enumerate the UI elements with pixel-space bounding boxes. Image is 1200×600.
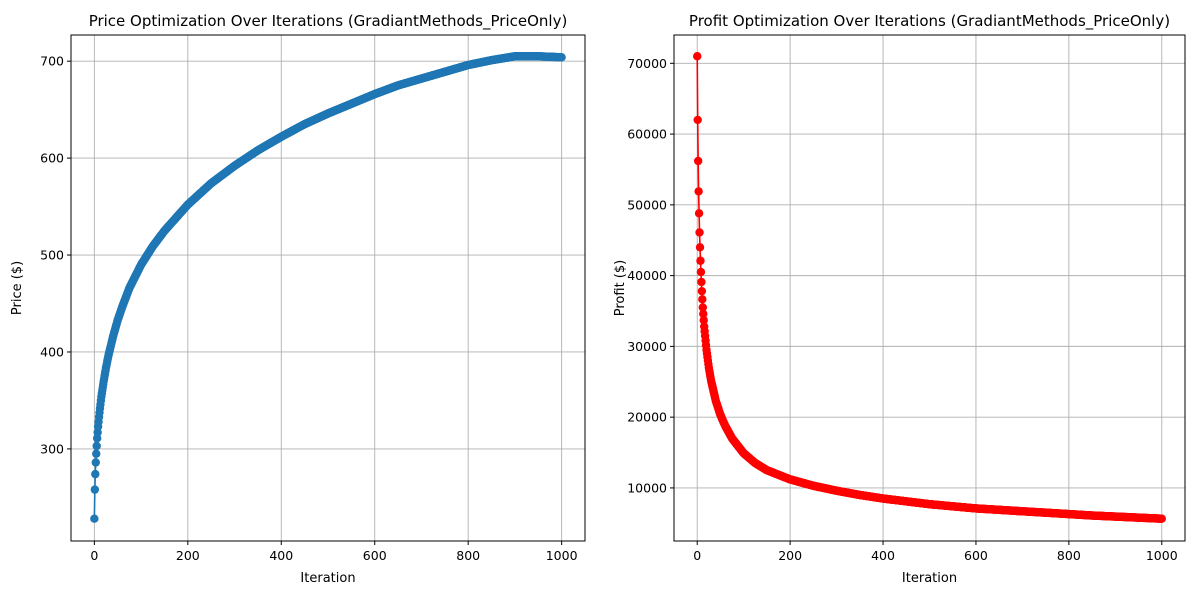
profit-x-tick-label: 0 [693,548,701,563]
price-data-point [90,485,100,494]
profit-chart: 0 200 400 600 800 1000 10000 20000 30000 40000 500… [613,12,1186,586]
profit-y-tick-label: 20000 [627,410,667,425]
profit-data-point [693,156,703,166]
profit-chart-frame [673,34,1186,542]
price-chart-x-axis-label: Iteration [300,571,355,586]
price-data-point [90,514,99,523]
profit-data-point [696,256,705,265]
profit-data-point [693,115,702,125]
price-y-tick-label: 300 [40,441,64,456]
profit-y-tick-label: 40000 [627,268,667,283]
price-y-tick-label: 400 [40,344,64,359]
profit-x-tick-label: 200 [778,548,802,563]
price-data-point [92,441,101,451]
profit-x-tick-label: 800 [1057,548,1081,563]
profit-data-point [697,286,707,296]
price-chart-frame [70,34,586,542]
profit-data-point [696,267,706,277]
profit-data-point [694,209,704,218]
price-data-point [91,469,100,479]
profit-x-tick-label: 1000 [1146,548,1178,563]
profit-x-tick-label: 600 [964,548,988,563]
price-x-tick-label: 0 [90,548,98,563]
price-y-tick-label: 600 [40,151,64,166]
profit-data-point [697,277,706,287]
profit-data-point [698,295,707,304]
profit-data-point [1157,514,1166,523]
profit-data-point [694,187,703,196]
profit-y-tick-label: 60000 [627,127,667,142]
profit-chart-ticks: 0 200 400 600 800 1000 10000 20000 30000 40000 500… [627,56,1177,563]
profit-data-point [695,243,705,252]
price-x-tick-label: 1000 [546,548,578,563]
price-chart-title: Price Optimization Over Iterations (Grad… [89,12,568,31]
profit-series-line [696,56,1162,520]
profit-data-point [693,52,702,61]
price-x-tick-label: 200 [176,548,200,563]
price-y-tick-label: 500 [40,248,64,263]
price-x-tick-label: 600 [363,548,387,563]
profit-data-point [698,303,708,312]
price-data-point [92,449,101,458]
profit-y-tick-label: 50000 [627,197,667,212]
price-chart-y-axis-label: Price ($) [10,261,25,315]
price-data-point [91,458,100,467]
profit-y-tick-label: 30000 [627,339,667,354]
price-x-tick-label: 800 [456,548,480,563]
profit-data-point [699,316,708,325]
price-chart-grid [71,35,585,541]
profit-chart-series [693,52,1166,523]
profit-chart-x-axis-label: Iteration [902,571,957,586]
profit-x-tick-label: 400 [871,548,895,563]
price-x-tick-label: 400 [269,548,293,563]
price-data-point [557,53,566,62]
price-chart-ticks: 0 200 400 600 800 1000 300 400 500 600 700 [40,54,577,563]
profit-data-point [695,228,704,237]
profit-chart-title: Profit Optimization Over Iterations (Gra… [689,12,1170,31]
profit-y-tick-label: 70000 [627,56,667,71]
profit-data-point [699,309,708,319]
price-chart: 0 200 400 600 800 1000 300 400 500 600 700 Price O… [10,12,586,586]
profit-y-tick-label: 10000 [627,480,667,495]
profit-chart-y-axis-label: Profit ($) [613,260,628,316]
price-y-tick-label: 700 [40,54,64,69]
profit-chart-grid [674,35,1185,541]
price-chart-series [90,52,566,523]
